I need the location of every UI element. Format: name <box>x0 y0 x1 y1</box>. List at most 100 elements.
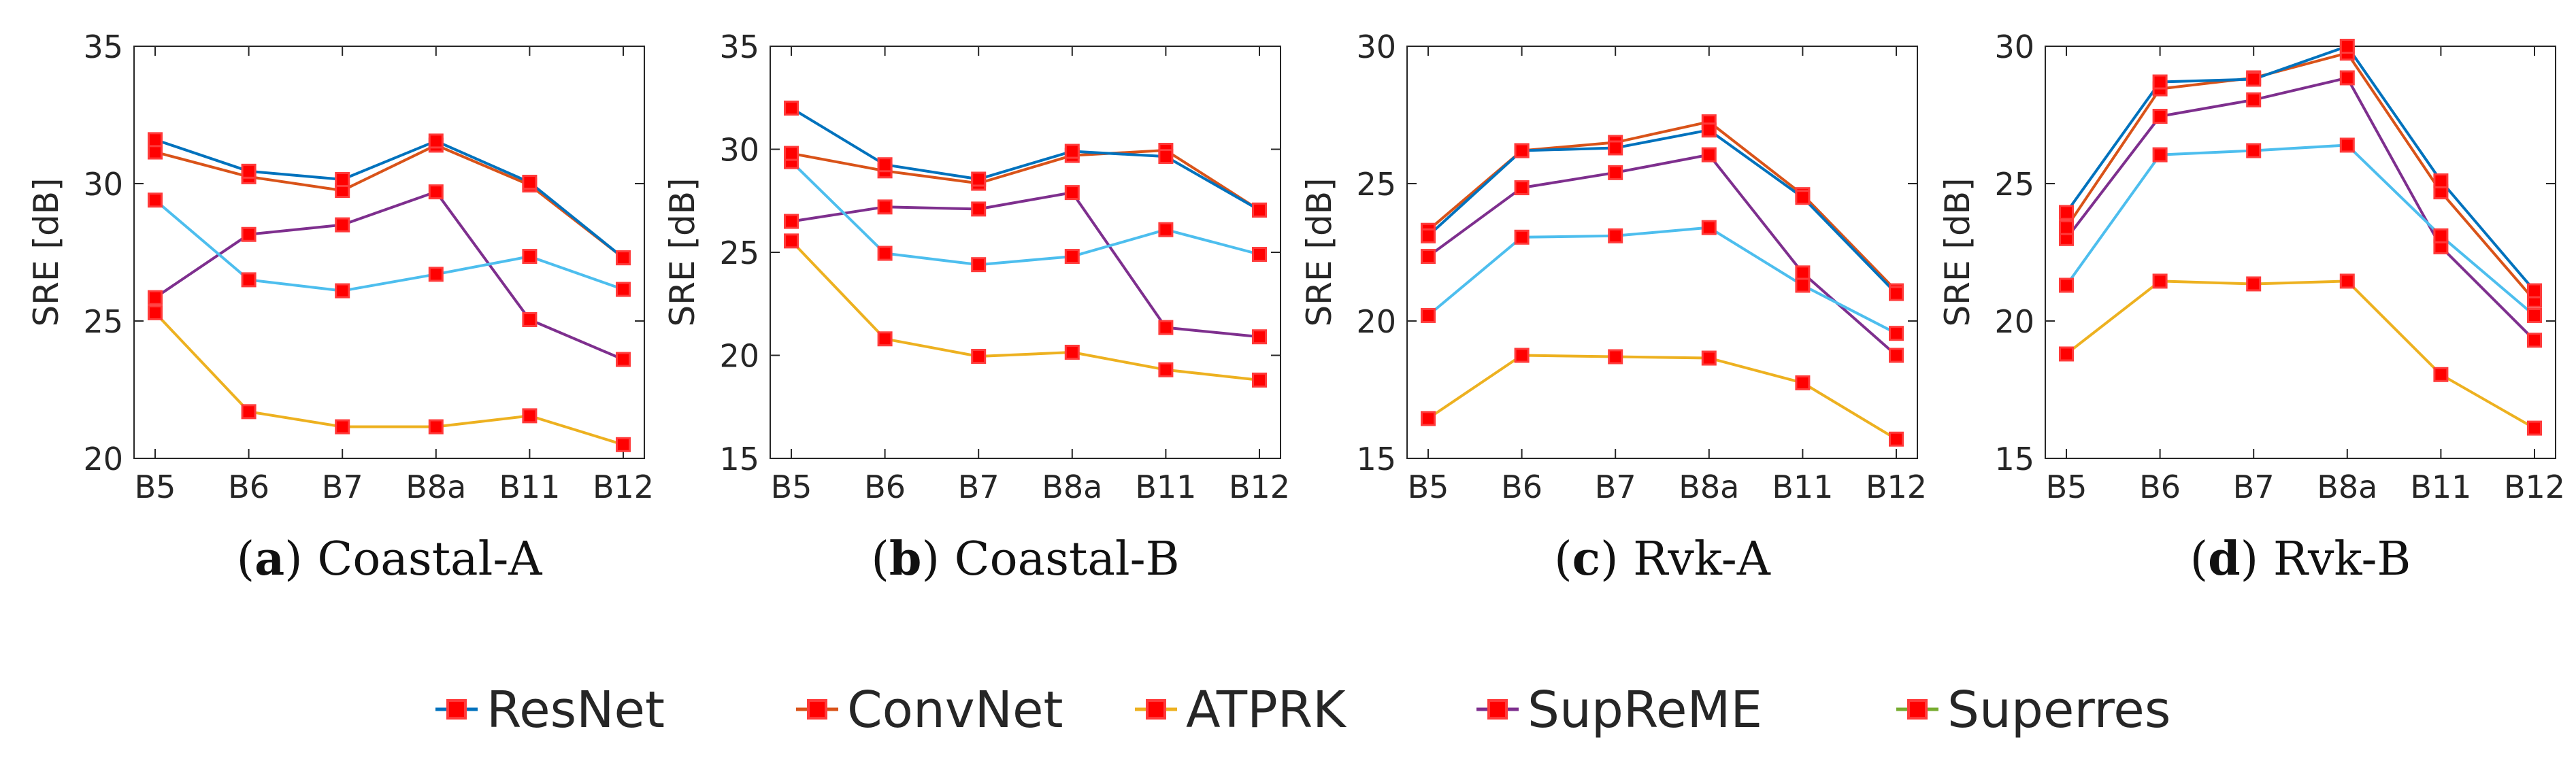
series-line-superres <box>2065 143 2536 317</box>
data-point <box>1701 220 1717 235</box>
axes-box <box>133 46 645 459</box>
data-point <box>1608 349 1623 365</box>
y-tick-label: 15 <box>1994 441 2034 477</box>
x-tick-label: B12 <box>593 469 654 505</box>
data-point <box>1795 265 1811 281</box>
data-point <box>2527 283 2542 299</box>
data-point <box>428 267 444 282</box>
data-point <box>971 201 987 217</box>
data-point <box>971 257 987 273</box>
series-line-convnet <box>791 149 1261 212</box>
y-tick-label: 20 <box>719 338 759 375</box>
panel-caption: (c) Rvk-A <box>1554 532 1771 586</box>
data-point <box>428 184 444 200</box>
data-point <box>522 174 538 190</box>
caption-title: ) Coastal-B <box>921 532 1179 586</box>
data-point <box>784 233 799 249</box>
data-point <box>616 282 631 297</box>
x-tick-label: B5 <box>135 469 176 505</box>
data-point <box>2527 307 2542 323</box>
series-line-resnet <box>2065 45 2536 292</box>
series-group <box>1421 114 1904 447</box>
panel-c: 15 20 25 30 B5 B6 B7 B8a B11 B12 SRE [dB] (c) Rvk-A <box>1300 29 1927 586</box>
legend-marker <box>1487 699 1508 720</box>
series-line-atprk <box>790 239 1260 382</box>
y-tick-label: 25 <box>1994 166 2034 203</box>
legend-item-resnet: ResNet <box>435 681 665 739</box>
y-tick-label: 15 <box>719 441 759 477</box>
data-point <box>2152 74 2168 90</box>
data-point <box>2152 147 2168 163</box>
data-point <box>2246 71 2262 87</box>
data-point <box>616 437 631 452</box>
data-point <box>1889 431 1904 447</box>
x-tick-label: B6 <box>228 469 269 505</box>
data-point <box>2059 205 2074 220</box>
panel-d: 15 20 25 30 B5 B6 B7 B8a B11 B12 SRE [dB] (d) Rvk-B <box>1938 29 2565 586</box>
caption-letter: a <box>254 532 284 586</box>
y-tick-label: 35 <box>719 29 759 65</box>
data-point <box>335 171 350 187</box>
panel-caption: (d) Rvk-B <box>2190 532 2411 586</box>
axes-box <box>1406 46 1918 459</box>
series-line-supreme <box>791 191 1260 339</box>
series-line-supreme <box>154 190 624 361</box>
data-point <box>784 100 799 116</box>
axes-box <box>2045 46 2556 459</box>
series-group <box>2059 39 2542 436</box>
y-tick-label: 35 <box>83 29 123 65</box>
panel-a: 20 25 30 35 B5 B6 B7 B8a B11 B12 SRE [dB] (a) Coast… <box>27 29 654 586</box>
data-point <box>1158 320 1174 335</box>
axes-box <box>770 46 1281 459</box>
data-point <box>1064 344 1080 360</box>
data-point <box>335 419 350 435</box>
series-line-supreme <box>1427 153 1898 357</box>
panel-caption: (a) Coastal-A <box>237 532 543 586</box>
data-point <box>2527 420 2542 436</box>
series-line-atprk <box>2065 280 2535 430</box>
data-point <box>2246 143 2262 158</box>
data-point <box>2339 137 2355 153</box>
data-point <box>148 144 163 160</box>
caption-letter: d <box>2208 532 2241 586</box>
data-point <box>877 199 893 215</box>
caption-paren-open: ( <box>1554 532 1572 586</box>
x-tick-label: B5 <box>2046 469 2087 505</box>
data-point <box>1795 277 1811 293</box>
data-point <box>2152 109 2168 124</box>
caption-title: ) Coastal-A <box>284 532 542 586</box>
legend-marker <box>807 699 827 720</box>
y-tick-label: 30 <box>719 132 759 169</box>
y-tick-label: 25 <box>83 303 123 340</box>
data-point <box>241 163 257 179</box>
data-point <box>1252 247 1267 263</box>
caption-title: ) Rvk-B <box>2241 532 2411 586</box>
data-point <box>241 226 257 242</box>
caption-letter: b <box>889 532 922 586</box>
data-point <box>428 419 444 435</box>
data-point <box>1158 149 1174 165</box>
caption-paren-open: ( <box>871 532 889 586</box>
y-tick-label: 30 <box>1994 29 2034 65</box>
y-tick-label: 20 <box>1356 303 1396 340</box>
data-point <box>148 305 163 320</box>
data-point <box>522 249 538 265</box>
data-point <box>2246 92 2262 107</box>
panel-caption: (b) Coastal-B <box>871 532 1179 586</box>
legend-label: ConvNet <box>847 681 1063 739</box>
series-line-atprk <box>1427 354 1898 441</box>
legend-item-convnet: ConvNet <box>796 681 1063 739</box>
x-tick-label: B11 <box>2410 469 2471 505</box>
data-point <box>1889 326 1904 341</box>
y-tick-label: 30 <box>1356 29 1396 65</box>
data-point <box>1421 307 1436 323</box>
data-point <box>2059 277 2074 293</box>
panel-b: 15 20 25 30 35 B5 B6 B7 B8a B11 B12 SRE [dB] (b) Coa… <box>663 29 1290 586</box>
data-point <box>428 133 444 149</box>
data-point <box>784 146 799 161</box>
data-point <box>877 246 893 261</box>
x-tick-label: B11 <box>1772 469 1833 505</box>
data-point <box>148 192 163 208</box>
data-point <box>335 217 350 233</box>
